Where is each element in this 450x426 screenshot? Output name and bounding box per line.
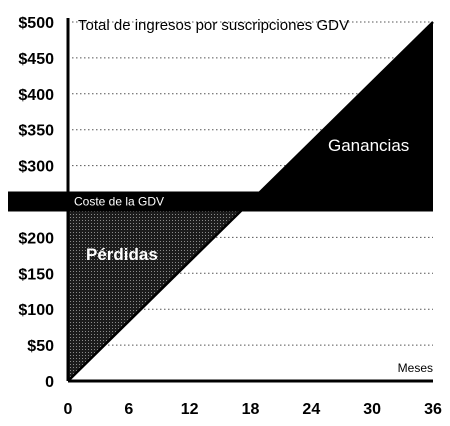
- y-tick-label: $200: [18, 230, 54, 247]
- x-tick-label: 30: [363, 401, 381, 418]
- y-tick-label: $350: [18, 123, 54, 140]
- x-tick-label: 18: [242, 401, 260, 418]
- y-tick-label: $300: [18, 159, 54, 176]
- y-tick-label: $100: [18, 302, 54, 319]
- x-tick-label: 12: [181, 401, 199, 418]
- x-tick-label: 6: [124, 401, 133, 418]
- x-axis-label: Meses: [398, 361, 433, 375]
- gain-label: Ganancias: [328, 136, 409, 155]
- cost-label: Coste de la GDV: [74, 195, 164, 209]
- x-tick-label: 36: [424, 401, 442, 418]
- chart-title: Total de ingresos por suscripciones GDV: [78, 17, 349, 34]
- loss-label: Pérdidas: [86, 245, 158, 264]
- y-tick-label: $500: [18, 15, 54, 32]
- y-tick-label: $400: [18, 87, 54, 104]
- x-tick-label: 0: [64, 401, 73, 418]
- y-tick-label: $50: [27, 338, 54, 355]
- break-even-point: [245, 196, 256, 207]
- y-tick-labels: 0 $50 $100 $150 $200 $250 $300 $350 $400 $450 $500: [18, 15, 54, 391]
- y-tick-label: $450: [18, 51, 54, 68]
- x-tick-labels: 0 6 12 18 24 30 36: [64, 401, 442, 418]
- y-tick-label: 0: [45, 374, 54, 391]
- y-tick-label: $250: [18, 195, 54, 212]
- x-tick-label: 24: [302, 401, 320, 418]
- y-tick-label: $150: [18, 266, 54, 283]
- cost-band: [8, 191, 433, 212]
